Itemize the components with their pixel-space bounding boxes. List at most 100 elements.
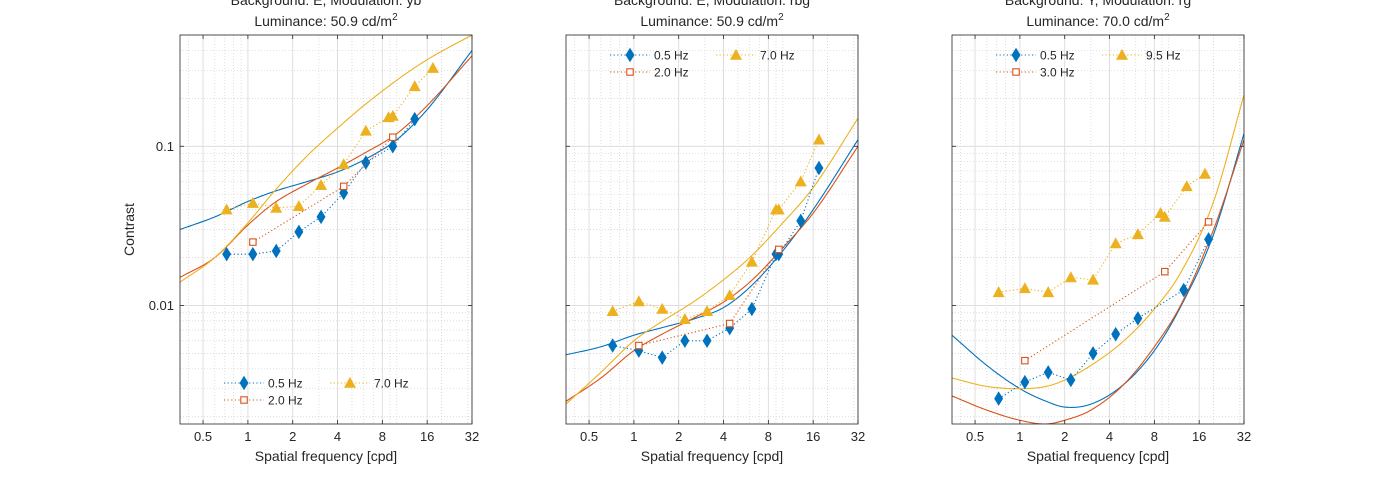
x-tick-label: 8	[379, 429, 386, 444]
data-point	[678, 313, 691, 324]
y-tick-label: 0.01	[149, 298, 174, 313]
legend-marker	[626, 68, 634, 76]
data-point	[723, 289, 736, 300]
x-axis-label: Spatial frequency [cpd]	[255, 448, 397, 464]
x-tick-label: 2	[675, 429, 682, 444]
x-tick-label: 2	[289, 429, 296, 444]
x-axis: 0.5 1 2 4 8 16 32	[966, 35, 1251, 444]
data-point	[249, 238, 257, 246]
data-point	[271, 243, 281, 259]
data-point	[389, 133, 397, 141]
data-point	[680, 333, 690, 349]
data-point	[294, 224, 304, 240]
superscript: 2	[392, 12, 398, 23]
x-tick-label: 1	[1016, 429, 1023, 444]
legend-label: 7.0 Hz	[760, 49, 795, 63]
x-tick-label: 16	[1192, 429, 1206, 444]
data-point	[1180, 180, 1193, 192]
y-axis-label: Contrast	[121, 203, 137, 256]
legend-marker	[1115, 48, 1129, 60]
x-tick-label: 16	[420, 429, 434, 444]
legend-marker	[343, 376, 357, 388]
data-point	[632, 295, 645, 307]
chart-subtitle: Luminance: 50.9 cd/m2	[254, 12, 398, 29]
data-point	[1088, 346, 1098, 361]
x-tick-label: 1	[244, 429, 251, 444]
series-area	[566, 117, 858, 405]
data-point	[725, 319, 734, 328]
plot-area	[952, 35, 1244, 424]
data-point	[701, 305, 714, 317]
data-point	[316, 209, 326, 225]
data-point	[359, 124, 372, 136]
data-point	[410, 111, 420, 127]
data-point	[1198, 167, 1211, 179]
x-axis-label: Spatial frequency [cpd]	[1027, 448, 1169, 464]
x-tick-label: 0.5	[966, 429, 984, 444]
grid	[952, 34, 1245, 424]
data-point	[1042, 286, 1055, 298]
x-tick-label: 4	[720, 429, 727, 444]
model-curve-3	[180, 35, 472, 283]
data-point	[1204, 218, 1213, 226]
model-curve-3	[566, 117, 858, 405]
chart-title: Background: E, Modulation: yb	[231, 0, 422, 8]
x-tick-label: 8	[765, 429, 772, 444]
data-point	[222, 246, 232, 262]
chart-subtitle: Luminance: 50.9 cd/m2	[640, 12, 784, 29]
legend-marker	[729, 48, 743, 60]
legend-label: 2.0 Hz	[654, 66, 689, 80]
data-point	[812, 133, 825, 145]
data-point	[315, 179, 328, 190]
data-point	[1087, 273, 1100, 285]
legend-label: 3.0 Hz	[1040, 66, 1075, 80]
chart-panel-3: 0.5 1 2 4 8 16 32 Background: Y, Modulation: rg…	[951, 0, 1251, 464]
legend-label: 0.5 Hz	[268, 377, 303, 391]
chart-title: Background: Y, Modulation: rg	[1005, 0, 1191, 8]
y-tick-label: 0.1	[156, 139, 174, 154]
plot-area	[566, 35, 858, 424]
data-point	[656, 302, 669, 314]
data-point	[635, 341, 643, 350]
data-point	[814, 160, 824, 176]
data-point	[388, 139, 398, 154]
x-tick-label: 4	[334, 429, 341, 444]
legend-label: 0.5 Hz	[1040, 49, 1075, 63]
x-tick-label: 32	[465, 429, 479, 444]
x-tick-label: 32	[851, 429, 865, 444]
y-axis	[566, 145, 858, 306]
grid	[566, 34, 859, 424]
data-point	[702, 333, 712, 349]
x-tick-label: 32	[1237, 429, 1251, 444]
data-point	[1131, 228, 1144, 240]
legend: 0.5 Hz 2.0 Hz 7.0 Hz	[224, 375, 409, 408]
legend-label: 9.5 Hz	[1146, 49, 1181, 63]
x-axis: 0.5 1 2 4 8 16 32	[194, 35, 479, 444]
data-point	[1021, 356, 1029, 365]
data-point	[1020, 374, 1030, 390]
data-point	[408, 80, 421, 92]
data-point	[1161, 267, 1169, 276]
data-point	[1018, 282, 1031, 294]
data-point	[1111, 326, 1121, 342]
data-point	[426, 61, 439, 73]
legend-marker	[240, 396, 248, 404]
axes-box	[565, 34, 859, 425]
x-axis-label: Spatial frequency [cpd]	[641, 448, 783, 464]
data-point	[775, 245, 783, 254]
legend-label: 7.0 Hz	[374, 377, 409, 391]
x-tick-label: 16	[806, 429, 820, 444]
plot-area	[180, 35, 472, 424]
legend-label: 2.0 Hz	[268, 394, 303, 408]
data-point	[1043, 365, 1053, 380]
y-axis	[952, 145, 1244, 306]
x-tick-label: 2	[1061, 429, 1068, 444]
legend-label: 0.5 Hz	[654, 49, 689, 63]
legend: 0.5 Hz 2.0 Hz 7.0 Hz	[610, 47, 795, 80]
data-point	[337, 158, 350, 170]
data-point	[1158, 210, 1171, 222]
series-area	[952, 94, 1244, 424]
data-point	[339, 182, 348, 191]
x-tick-label: 4	[1106, 429, 1113, 444]
